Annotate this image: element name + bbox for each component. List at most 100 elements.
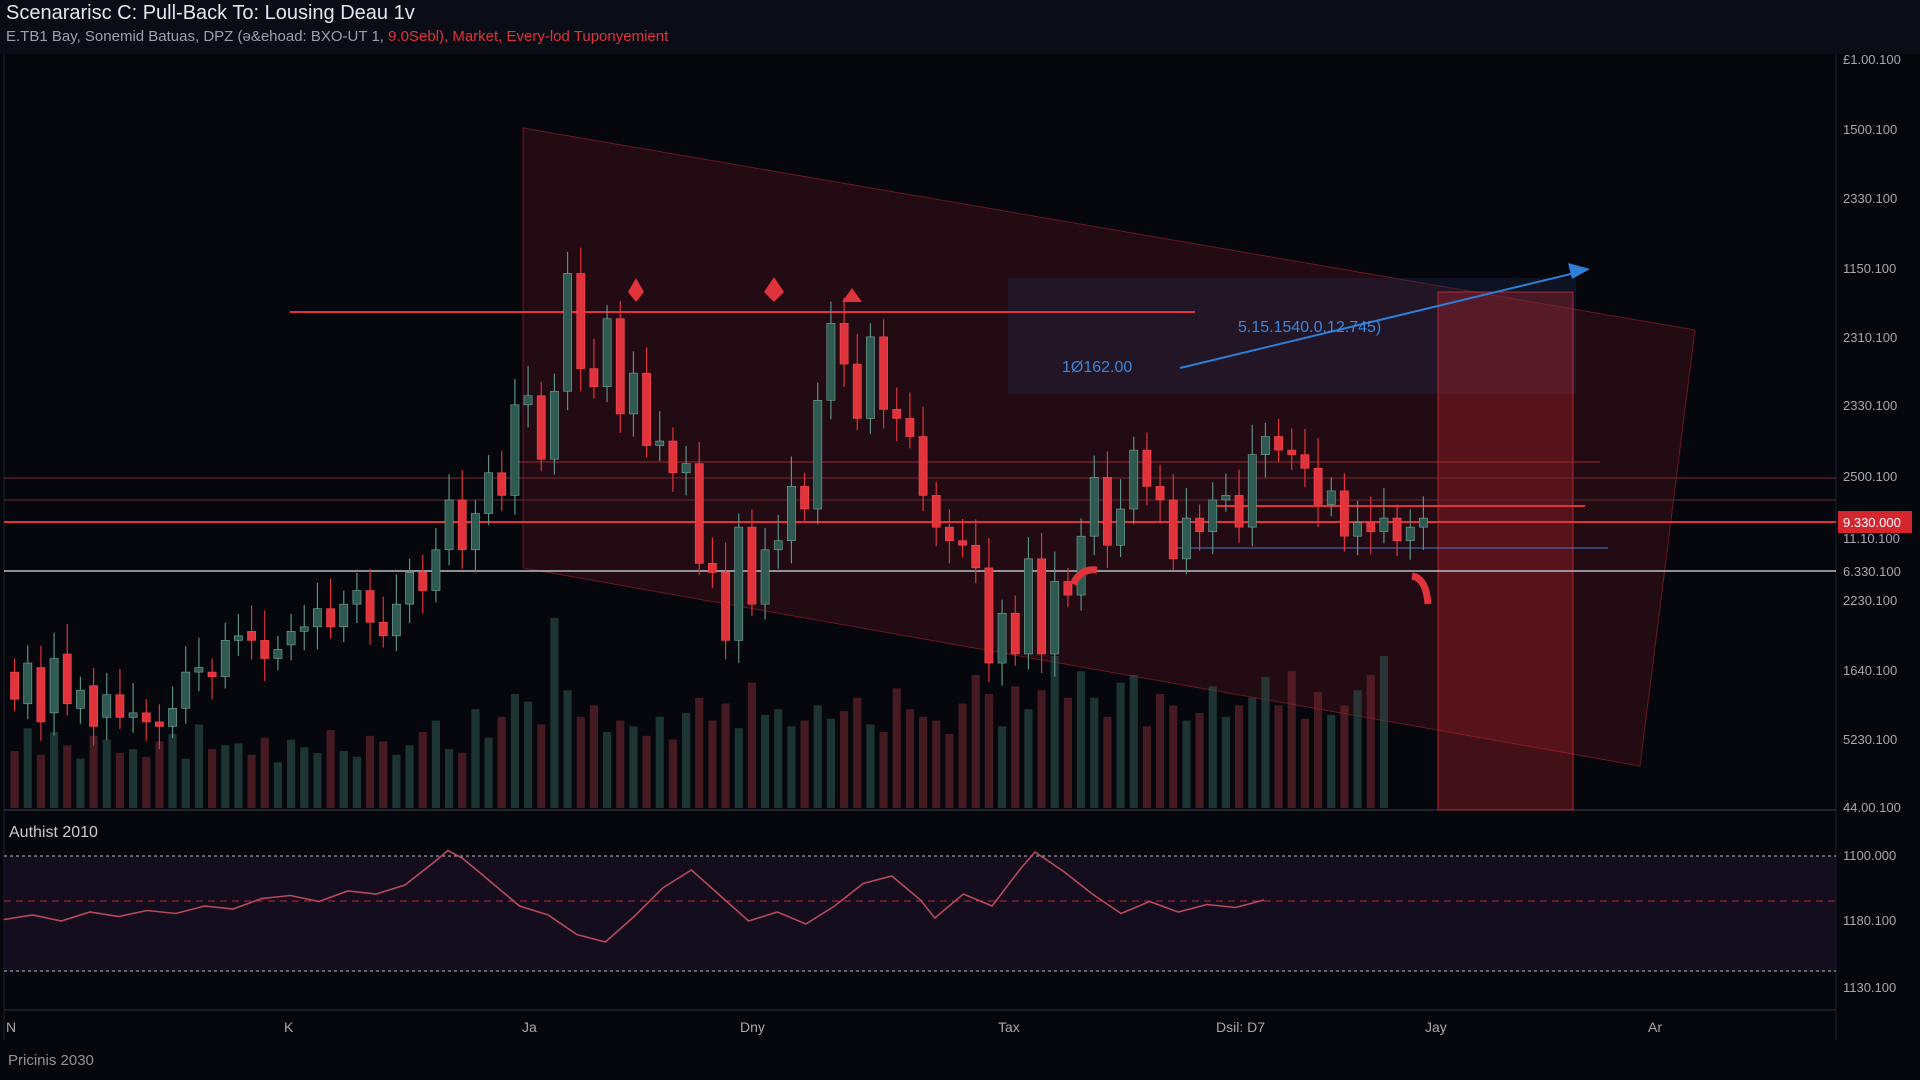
candle[interactable] [1353,500,1362,556]
candle[interactable] [1076,518,1086,611]
candle[interactable] [1089,455,1099,556]
down-marker[interactable] [628,278,644,302]
candle[interactable] [589,338,599,399]
candle[interactable] [747,509,757,616]
candle[interactable] [1379,488,1389,544]
descending-channel[interactable] [522,127,1696,767]
candle[interactable] [694,441,704,576]
candle[interactable] [576,247,586,392]
candle[interactable] [313,582,322,650]
candle[interactable] [102,673,112,741]
candle[interactable] [958,518,967,558]
candle[interactable] [1208,482,1218,555]
candle[interactable] [247,605,256,660]
forecast-box[interactable] [1437,291,1574,811]
candle[interactable] [839,297,849,387]
candle[interactable] [497,451,507,511]
candle[interactable] [1063,567,1073,607]
candle[interactable] [826,301,836,420]
candle[interactable] [523,365,533,428]
candle[interactable] [1195,504,1204,551]
candle[interactable] [1221,473,1231,512]
candle[interactable] [984,538,994,683]
candle[interactable] [721,542,730,660]
candle[interactable] [141,699,151,741]
candle[interactable] [365,568,375,645]
candle[interactable] [879,319,888,429]
candle[interactable] [1024,537,1033,670]
candle[interactable] [484,455,493,526]
candle[interactable] [1142,432,1152,506]
candle[interactable] [299,605,309,651]
candle[interactable] [62,624,72,716]
candle[interactable] [1366,496,1376,555]
candle[interactable] [405,558,414,624]
candle[interactable] [1234,469,1244,543]
candle[interactable] [326,578,335,639]
candle[interactable] [1313,438,1323,528]
candle[interactable] [1116,479,1125,558]
candle[interactable] [128,682,138,733]
candle[interactable] [431,528,441,603]
candle[interactable] [36,645,46,741]
down-marker[interactable] [764,277,784,302]
candle[interactable] [89,668,98,746]
candle[interactable] [918,406,928,511]
projection-arrow[interactable] [1179,272,1576,369]
candle[interactable] [1129,436,1139,525]
candle[interactable] [787,456,796,564]
candle[interactable] [1274,418,1283,462]
candle[interactable] [1405,509,1415,560]
candle[interactable] [1050,551,1060,677]
candle[interactable] [1037,533,1046,674]
candle[interactable] [563,251,572,411]
candle[interactable] [260,610,270,682]
candle[interactable] [536,382,546,471]
candle[interactable] [1261,422,1270,478]
candle[interactable] [642,347,651,458]
candle[interactable] [892,387,902,442]
candle[interactable] [800,472,809,521]
candle[interactable] [615,301,625,433]
candle[interactable] [734,513,744,664]
candle[interactable] [760,528,770,620]
candle[interactable] [629,351,638,437]
down-marker[interactable] [842,288,862,302]
candle[interactable] [286,613,296,661]
candle[interactable] [444,474,454,566]
candle[interactable] [23,645,33,720]
candle[interactable] [1326,477,1336,517]
candle[interactable] [945,509,954,564]
candle[interactable] [392,574,401,652]
candle[interactable] [1340,473,1349,552]
candle[interactable] [273,635,283,671]
candle[interactable] [852,334,862,431]
candle[interactable] [339,590,349,643]
candle[interactable] [1010,595,1020,666]
candle[interactable] [602,305,612,403]
candle[interactable] [681,446,691,496]
candle[interactable] [181,646,191,724]
candle[interactable] [76,676,85,724]
candle[interactable] [668,427,678,492]
candle[interactable] [708,537,717,588]
candle[interactable] [997,599,1007,686]
candle[interactable] [866,323,875,434]
candle[interactable] [773,514,783,569]
candle[interactable] [207,658,217,700]
candle[interactable] [931,481,941,547]
candle[interactable] [1287,428,1297,471]
candle[interactable] [1247,424,1257,547]
candle[interactable] [471,499,480,573]
candle[interactable] [155,704,164,750]
candle[interactable] [352,572,362,624]
oscillator-line[interactable] [3,849,1265,943]
candle[interactable] [234,614,243,656]
candle[interactable] [457,470,467,569]
candle[interactable] [378,596,388,648]
candle[interactable] [1392,504,1402,557]
candle[interactable] [168,686,177,739]
candle[interactable] [194,637,204,692]
candle[interactable] [1168,474,1178,571]
